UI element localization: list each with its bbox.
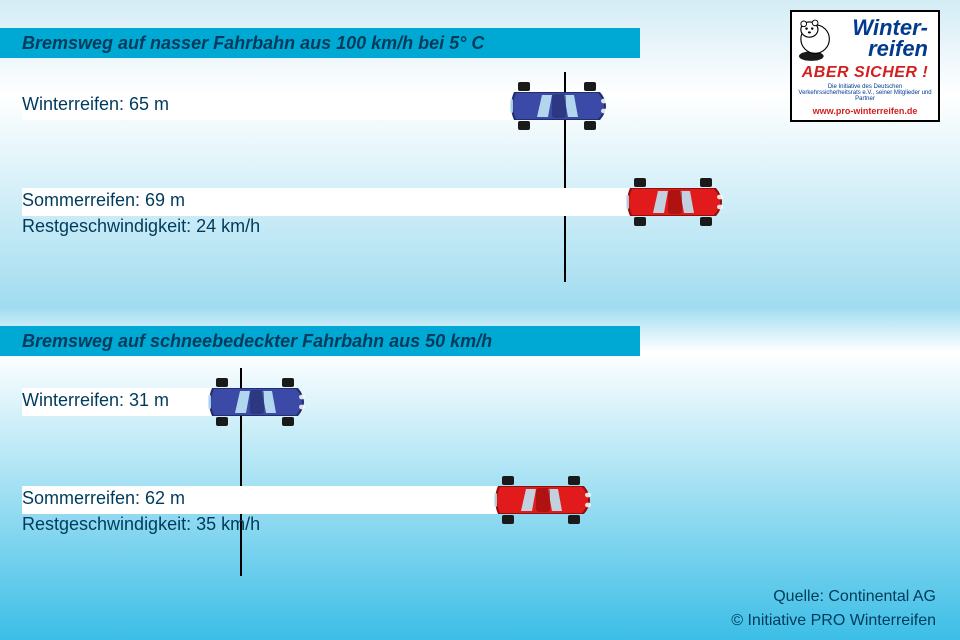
section1-winter-label: Winterreifen: 65 m [22, 94, 169, 115]
logo-fineprint: Die Initiative des Deutschen Verkehrssic… [798, 84, 932, 102]
summer-car-icon [620, 176, 730, 228]
summer-car-icon [488, 474, 598, 526]
section1-summer-residual: Restgeschwindigkeit: 24 km/h [22, 216, 260, 237]
logo-box: Winter- reifen ABER SICHER ! Die Initiat… [790, 10, 940, 122]
section2-summer-residual: Restgeschwindigkeit: 35 km/h [22, 514, 260, 535]
section2-header: Bremsweg auf schneebedeckter Fahrbahn au… [0, 326, 640, 356]
winter-car-icon [504, 80, 614, 132]
section2-winter-label: Winterreifen: 31 m [22, 390, 169, 411]
polar-bear-icon [798, 18, 836, 62]
winter-car-icon [202, 376, 312, 428]
logo-url: www.pro-winterreifen.de [798, 106, 932, 116]
section1-summer-label: Sommerreifen: 69 m [22, 190, 185, 211]
logo-tagline: ABER SICHER ! [798, 64, 932, 82]
credit-source: Quelle: Continental AG [773, 588, 936, 606]
section2-summer-label: Sommerreifen: 62 m [22, 488, 185, 509]
section1-header: Bremsweg auf nasser Fahrbahn aus 100 km/… [0, 28, 640, 58]
credit-copyright: © Initiative PRO Winterreifen [731, 612, 936, 630]
infographic-canvas: Winter- reifen ABER SICHER ! Die Initiat… [0, 0, 960, 640]
